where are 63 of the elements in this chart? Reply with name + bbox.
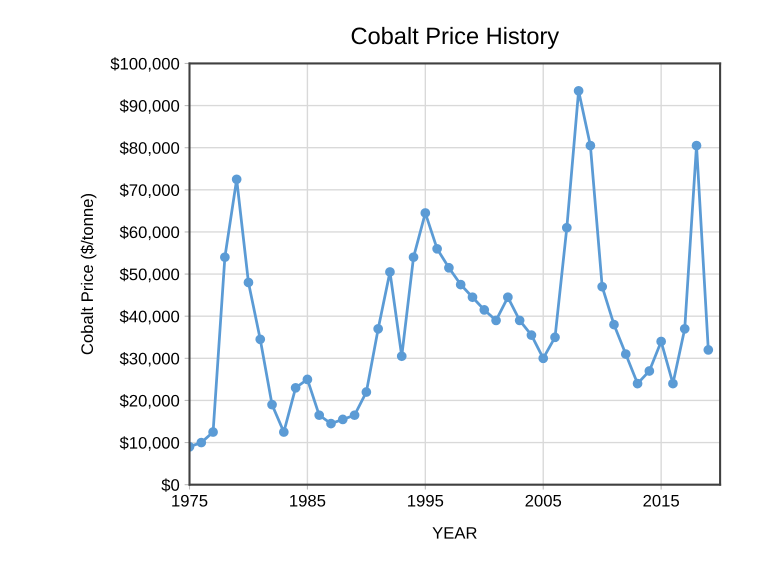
point [385, 267, 395, 277]
point [609, 320, 619, 330]
point [362, 387, 372, 397]
point [326, 418, 336, 428]
point [220, 252, 230, 262]
y-tick-label: $50,000 [120, 268, 180, 282]
x-tick-label: 1985 [290, 494, 326, 507]
point [692, 140, 702, 150]
y-tick-label: $70,000 [120, 184, 180, 198]
point [632, 378, 642, 388]
y-tick-label: $30,000 [120, 352, 180, 366]
point [290, 382, 300, 393]
point [350, 410, 360, 420]
y-tick-label: $60,000 [120, 226, 180, 240]
point [503, 292, 513, 302]
point [196, 438, 206, 448]
point [302, 374, 312, 384]
y-tick-label: $20,000 [120, 394, 180, 409]
point [597, 282, 608, 292]
point [432, 244, 442, 254]
point [526, 330, 536, 340]
point [586, 140, 596, 150]
point [444, 262, 454, 273]
point [232, 174, 242, 184]
y-tick-label: $90,000 [120, 99, 180, 114]
point [550, 332, 560, 342]
point [668, 378, 678, 388]
x-axis-title: YEAR [432, 527, 477, 539]
point [680, 324, 690, 334]
chart-title: Cobalt Price History [352, 26, 560, 49]
point [479, 305, 490, 315]
point [208, 427, 218, 437]
x-tick-label: 1995 [408, 494, 444, 507]
point [656, 336, 666, 346]
point [644, 366, 654, 376]
point [314, 410, 324, 420]
point [538, 353, 548, 364]
point [278, 427, 289, 437]
point [703, 345, 714, 355]
x-tick-label: 1975 [172, 494, 208, 507]
y-tick-label: $40,000 [120, 310, 180, 324]
point [338, 414, 348, 424]
y-tick-label: $100,000 [110, 57, 180, 72]
point [468, 292, 478, 302]
x-tick-label: 2015 [643, 494, 679, 507]
point [267, 400, 277, 410]
point [420, 208, 430, 218]
y-tick-label: $80,000 [120, 141, 180, 156]
point [244, 278, 254, 288]
y-tick-label: $10,000 [120, 436, 180, 451]
point [373, 324, 384, 334]
point [620, 349, 631, 359]
y-tick-label: $0 [161, 478, 180, 492]
point [255, 334, 266, 344]
y-axis-title: Cobalt Price ($/tonne) [80, 194, 96, 354]
point [574, 86, 584, 96]
point [408, 252, 418, 262]
point [514, 316, 525, 326]
point [456, 280, 466, 290]
point [491, 316, 501, 326]
x-tick-label: 2005 [526, 494, 562, 507]
point [562, 222, 572, 233]
point [396, 351, 407, 362]
